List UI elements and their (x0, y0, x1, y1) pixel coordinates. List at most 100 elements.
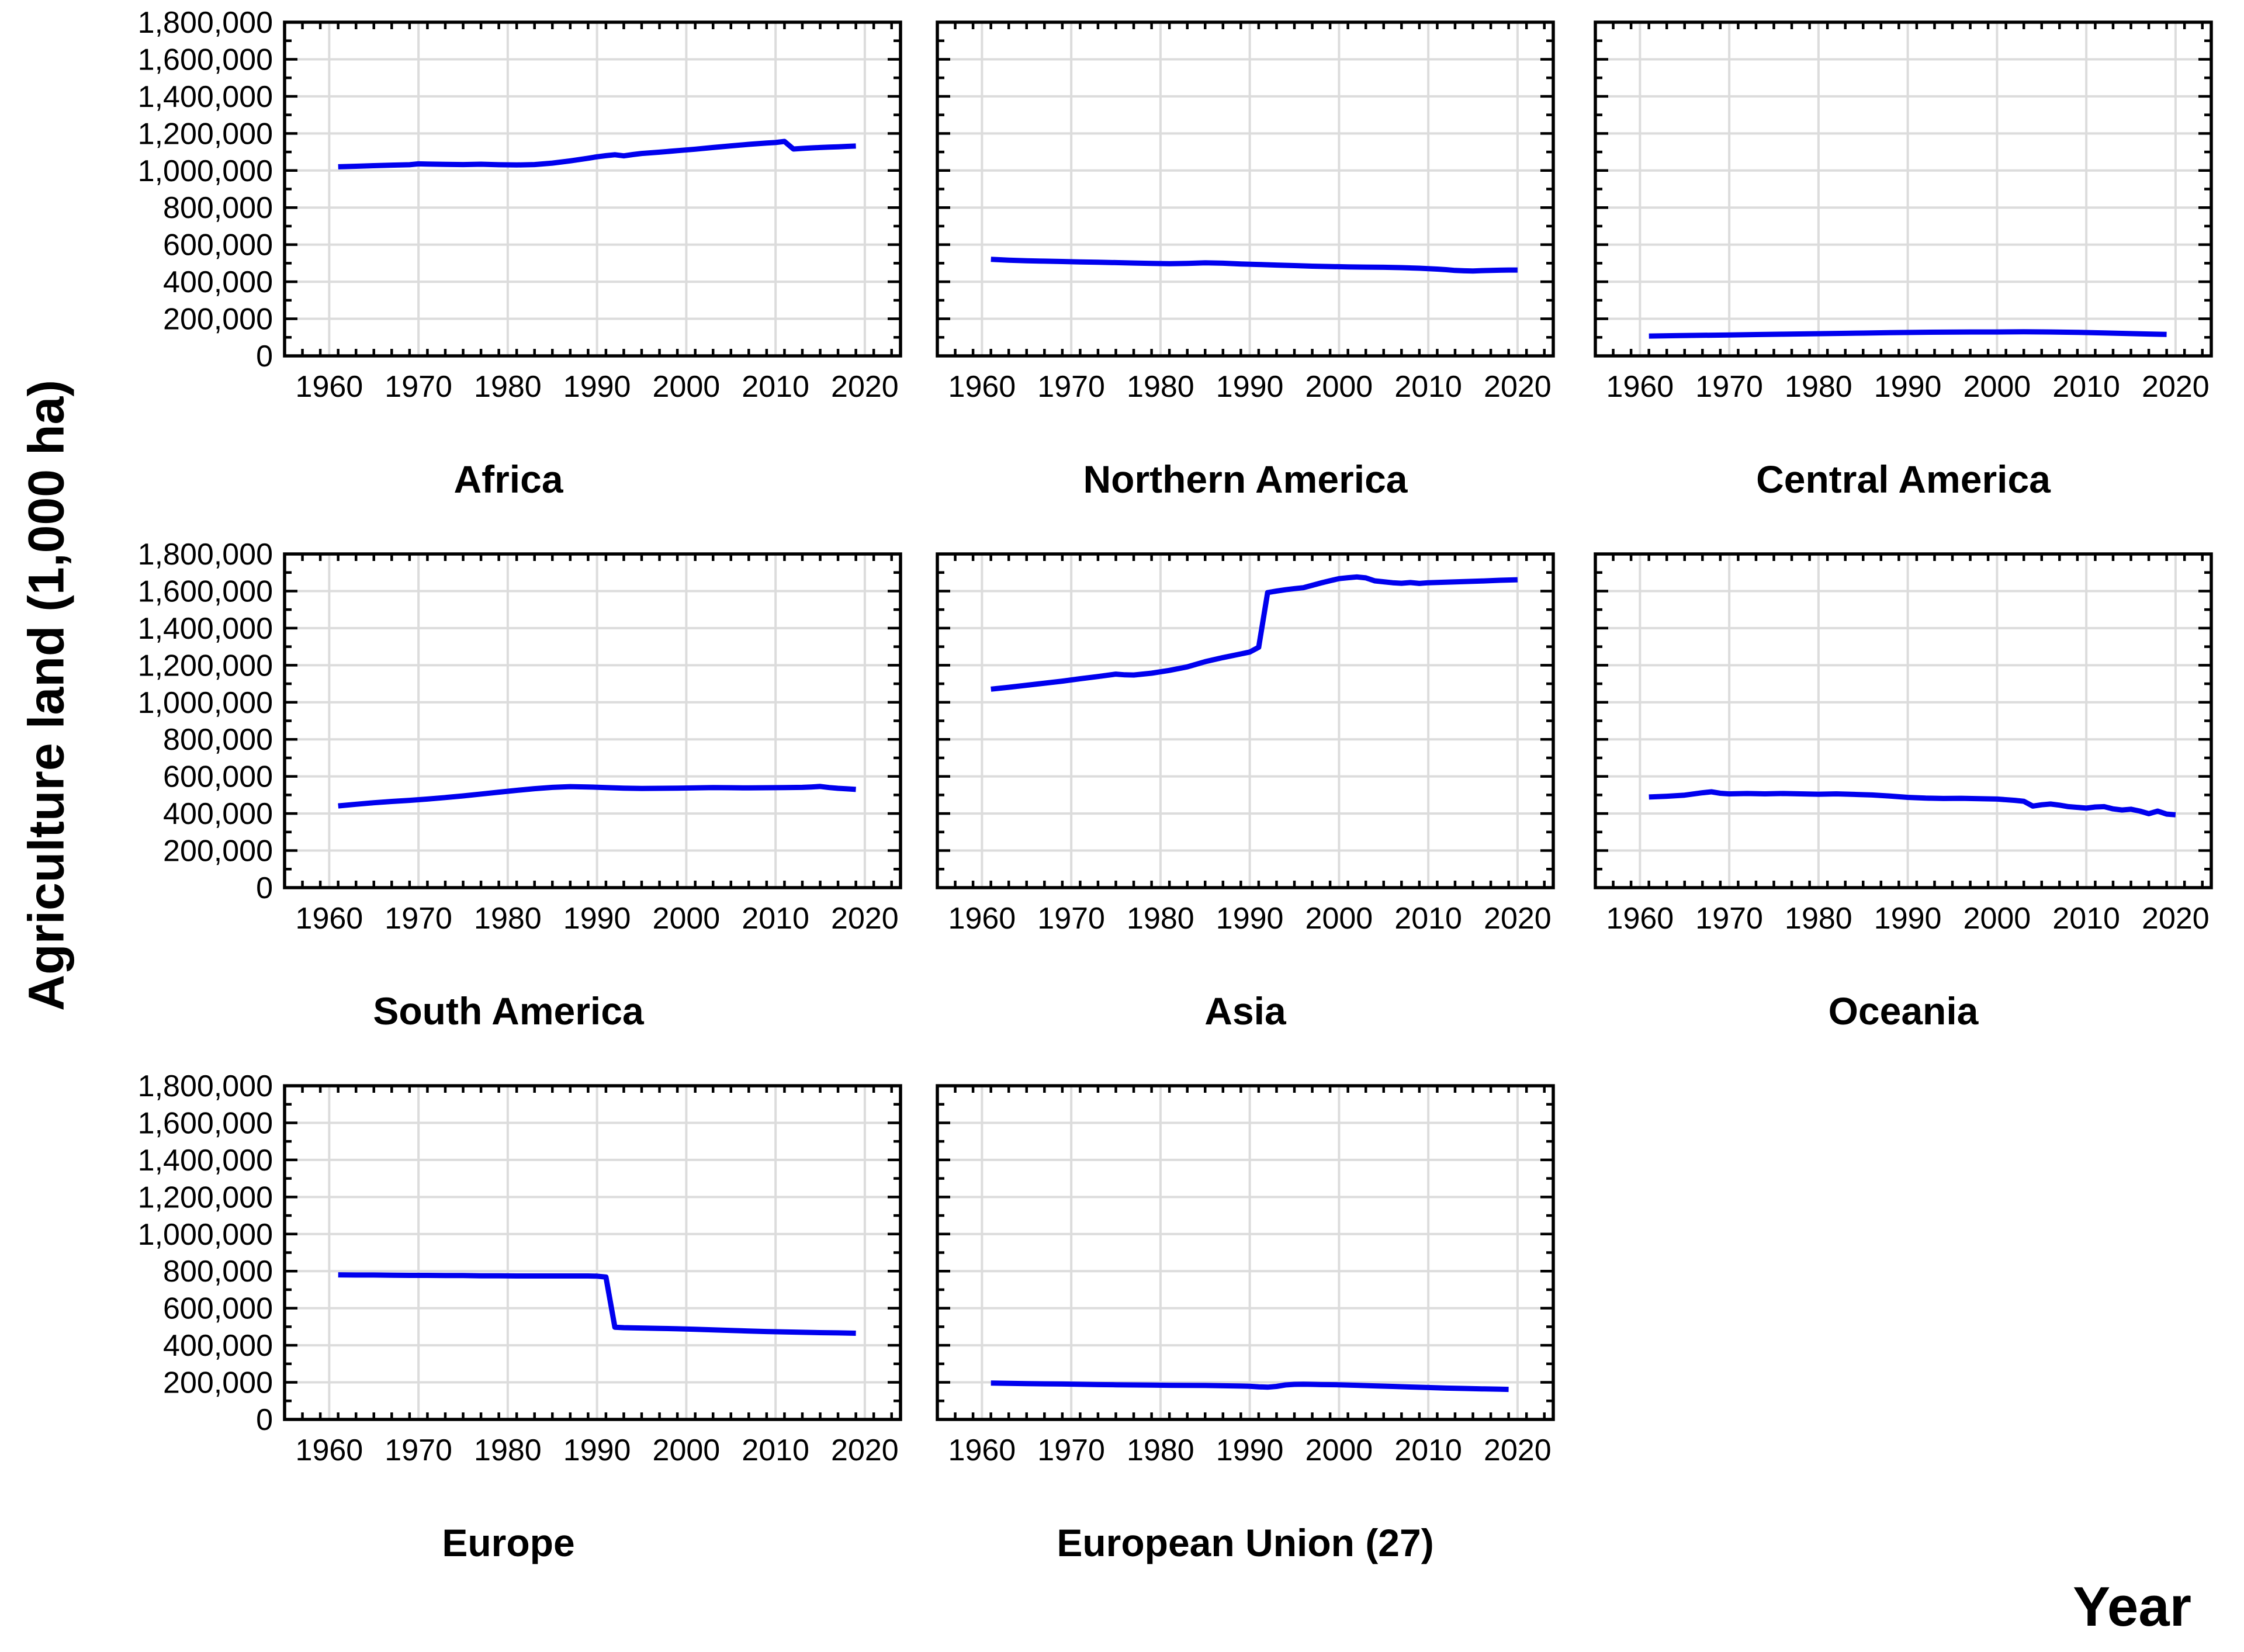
svg-text:600,000: 600,000 (163, 760, 273, 794)
svg-text:1,800,000: 1,800,000 (138, 6, 273, 40)
panel-title-european-union: European Union (27) (1057, 1521, 1434, 1564)
svg-text:1,600,000: 1,600,000 (138, 43, 273, 77)
line-chart-africa: 1960 1970 1980 1990 2000 2010 2020 0 200,000 400,… (138, 6, 902, 404)
svg-text:1,800,000: 1,800,000 (138, 1069, 273, 1103)
svg-text:1,200,000: 1,200,000 (138, 649, 273, 683)
panel-title-oceania: Oceania (1828, 989, 1979, 1033)
svg-text:1,000,000: 1,000,000 (138, 1218, 273, 1252)
svg-text:1980: 1980 (1127, 1433, 1194, 1467)
svg-text:2000: 2000 (1964, 370, 2031, 404)
svg-text:1960: 1960 (948, 370, 1016, 404)
svg-text:2020: 2020 (1484, 1433, 1552, 1467)
svg-text:2020: 2020 (2142, 902, 2210, 936)
svg-text:600,000: 600,000 (163, 1292, 273, 1326)
svg-text:0: 0 (256, 1403, 273, 1437)
svg-text:1970: 1970 (385, 1433, 452, 1467)
panel-title-asia: Asia (1204, 989, 1286, 1033)
svg-text:2020: 2020 (1484, 370, 1552, 404)
svg-text:1960: 1960 (1606, 370, 1674, 404)
svg-text:2010: 2010 (742, 370, 809, 404)
svg-text:2010: 2010 (2052, 370, 2120, 404)
svg-text:400,000: 400,000 (163, 1329, 273, 1363)
svg-text:400,000: 400,000 (163, 797, 273, 831)
svg-text:1990: 1990 (563, 1433, 631, 1467)
svg-text:1980: 1980 (474, 902, 542, 936)
svg-text:1960: 1960 (296, 1433, 363, 1467)
svg-text:1960: 1960 (1606, 902, 1674, 936)
panel-title-central-america: Central America (1756, 458, 2051, 501)
panel-title-northern-america: Northern America (1083, 458, 1408, 501)
svg-text:1990: 1990 (563, 370, 631, 404)
svg-text:1970: 1970 (385, 902, 452, 936)
svg-text:600,000: 600,000 (163, 228, 273, 262)
svg-text:2020: 2020 (2142, 370, 2210, 404)
svg-text:800,000: 800,000 (163, 191, 273, 225)
svg-text:1970: 1970 (1037, 902, 1105, 936)
svg-text:200,000: 200,000 (163, 1366, 273, 1400)
svg-text:2010: 2010 (1394, 1433, 1462, 1467)
svg-text:1,200,000: 1,200,000 (138, 1180, 273, 1214)
svg-text:1990: 1990 (1216, 1433, 1284, 1467)
x-axis-title: Year (2073, 1575, 2191, 1638)
svg-text:2000: 2000 (1305, 902, 1373, 936)
svg-text:1,600,000: 1,600,000 (138, 1106, 273, 1140)
svg-text:2000: 2000 (653, 902, 721, 936)
svg-text:1990: 1990 (1216, 902, 1284, 936)
svg-text:1,000,000: 1,000,000 (138, 154, 273, 188)
svg-text:1,600,000: 1,600,000 (138, 574, 273, 608)
svg-text:1960: 1960 (948, 1433, 1016, 1467)
svg-text:1,800,000: 1,800,000 (138, 538, 273, 572)
svg-text:1,400,000: 1,400,000 (138, 1144, 273, 1177)
line-chart-european-union: 1960 1970 1980 1990 2000 2010 2020 (936, 1084, 1555, 1467)
svg-text:1,200,000: 1,200,000 (138, 117, 273, 151)
svg-text:2010: 2010 (742, 1433, 809, 1467)
svg-text:2020: 2020 (831, 370, 899, 404)
line-chart-south-america: 1960 1970 1980 1990 2000 2010 2020 0 200,000 400,… (138, 538, 902, 936)
svg-text:2000: 2000 (653, 1433, 721, 1467)
svg-text:2020: 2020 (1484, 902, 1552, 936)
svg-text:1980: 1980 (474, 1433, 542, 1467)
panel-title-europe: Europe (442, 1521, 575, 1564)
svg-text:0: 0 (256, 871, 273, 905)
svg-text:1990: 1990 (563, 902, 631, 936)
svg-text:2010: 2010 (742, 902, 809, 936)
svg-text:2020: 2020 (831, 902, 899, 936)
svg-text:1980: 1980 (1127, 902, 1194, 936)
line-chart-oceania: 1960 1970 1980 1990 2000 2010 2020 (1594, 552, 2213, 936)
svg-text:1,000,000: 1,000,000 (138, 686, 273, 720)
svg-text:1990: 1990 (1216, 370, 1284, 404)
svg-text:2010: 2010 (1394, 902, 1462, 936)
line-chart-asia: 1960 1970 1980 1990 2000 2010 2020 (936, 552, 1555, 936)
svg-text:1980: 1980 (474, 370, 542, 404)
svg-text:200,000: 200,000 (163, 834, 273, 868)
svg-text:1990: 1990 (1874, 370, 1942, 404)
svg-text:1980: 1980 (1127, 370, 1194, 404)
svg-text:1970: 1970 (1695, 370, 1763, 404)
line-chart-northern-america: 1960 1970 1980 1990 2000 2010 2020 (936, 20, 1555, 404)
svg-text:0: 0 (256, 340, 273, 373)
panel-title-south-america: South America (373, 989, 644, 1033)
svg-text:1970: 1970 (1037, 370, 1105, 404)
svg-text:1,400,000: 1,400,000 (138, 612, 273, 646)
svg-text:2000: 2000 (1964, 902, 2031, 936)
svg-text:1970: 1970 (1695, 902, 1763, 936)
svg-text:1970: 1970 (385, 370, 452, 404)
svg-text:2000: 2000 (653, 370, 721, 404)
svg-text:1990: 1990 (1874, 902, 1942, 936)
svg-text:1980: 1980 (1785, 370, 1852, 404)
svg-text:1960: 1960 (948, 902, 1016, 936)
svg-text:1970: 1970 (1037, 1433, 1105, 1467)
svg-text:1980: 1980 (1785, 902, 1852, 936)
line-chart-europe: 1960 1970 1980 1990 2000 2010 2020 0 200,000 400,… (138, 1069, 902, 1467)
svg-text:2020: 2020 (831, 1433, 899, 1467)
svg-text:200,000: 200,000 (163, 303, 273, 337)
svg-text:1960: 1960 (296, 370, 363, 404)
svg-text:2000: 2000 (1305, 1433, 1373, 1467)
line-chart-central-america: 1960 1970 1980 1990 2000 2010 2020 (1594, 20, 2213, 404)
svg-text:2010: 2010 (1394, 370, 1462, 404)
svg-text:400,000: 400,000 (163, 265, 273, 299)
y-axis-title: Agriculture land (1,000 ha) (18, 379, 75, 1012)
svg-text:2000: 2000 (1305, 370, 1373, 404)
svg-text:1960: 1960 (296, 902, 363, 936)
